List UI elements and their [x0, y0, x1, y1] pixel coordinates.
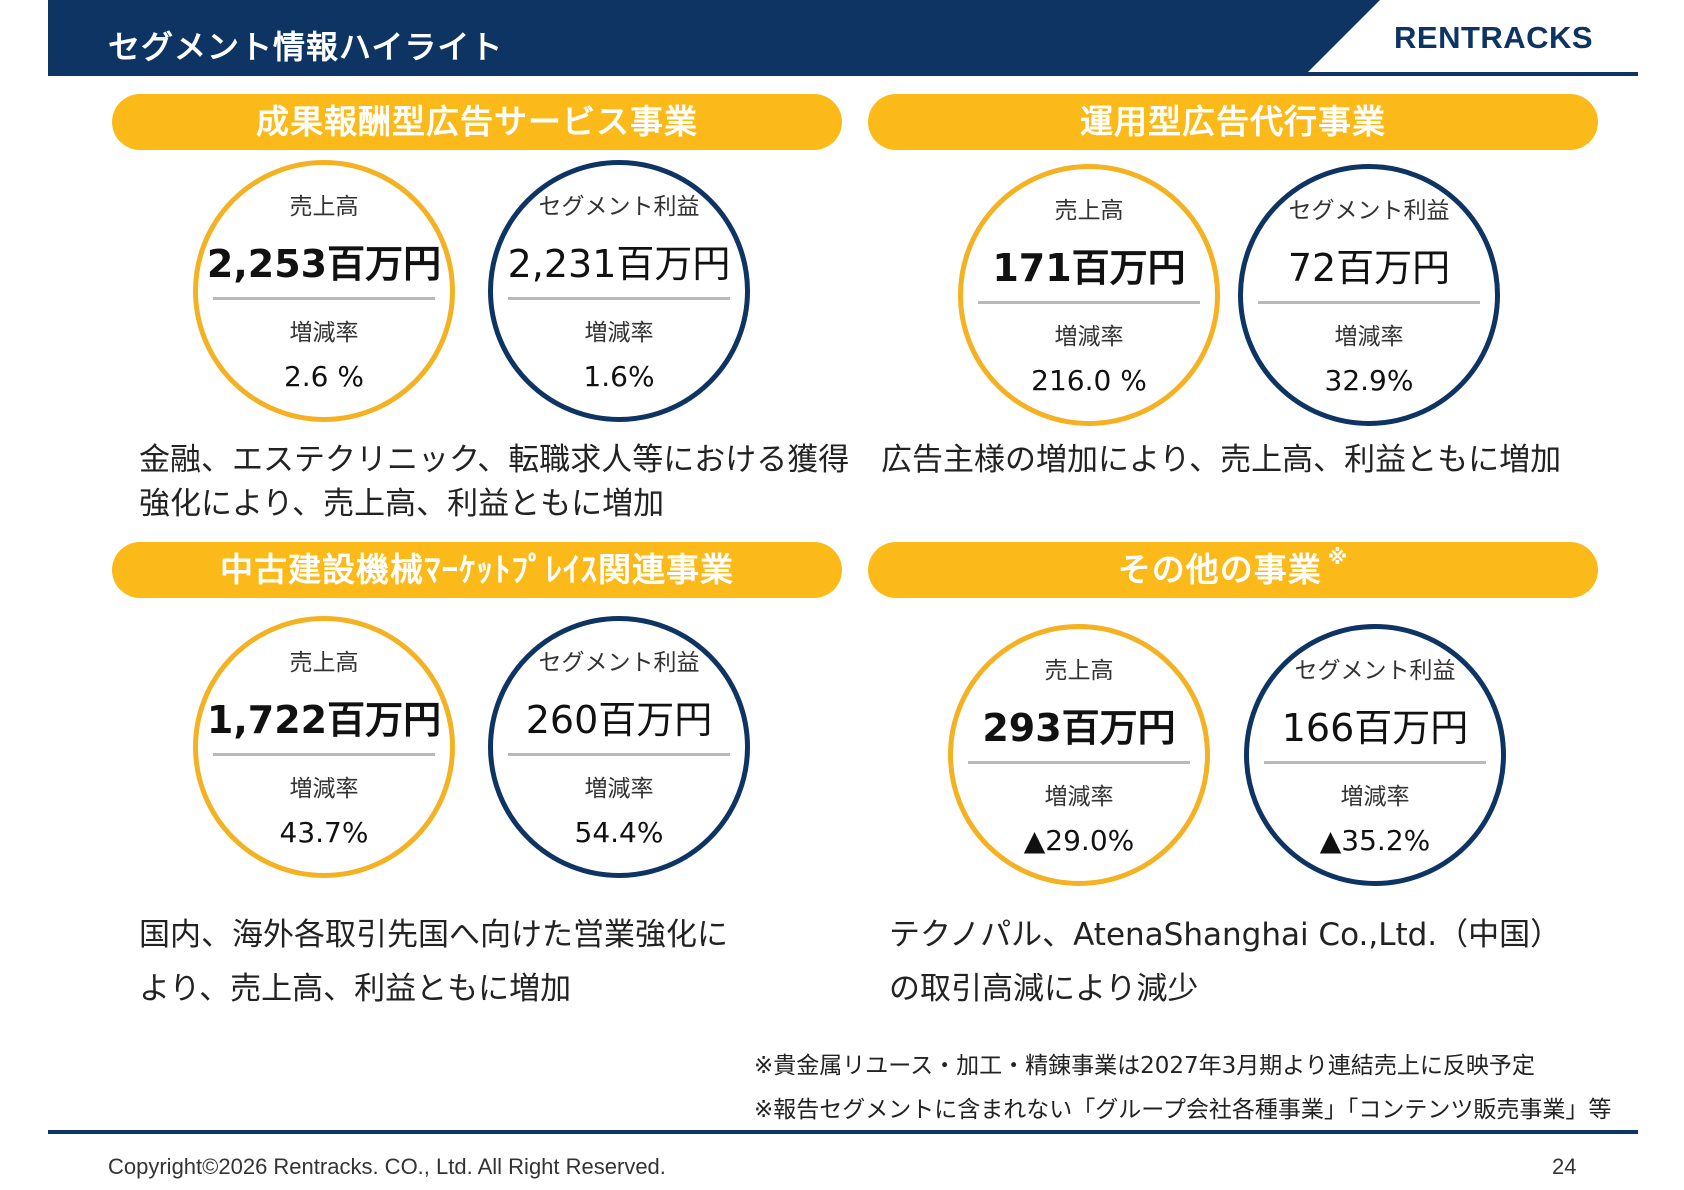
description-line: 広告主様の増加により、売上高、利益ともに増加 [881, 442, 1562, 478]
profit-label: セグメント利益 [1288, 198, 1450, 224]
segment-title-used-machinery: 中古建設機械ﾏｰｹｯﾄﾌﾟﾚｲｽ関連事業 [112, 542, 842, 598]
footnote: ※貴金属リユース・加工・精錬事業は2027年3月期より連結売上に反映予定 [754, 1053, 1535, 1079]
divider [213, 297, 435, 300]
sales-circle: 売上高 2,253百万円 増減率 2.6 % [193, 160, 455, 422]
footnote: ※報告セグメントに含まれない「グループ会社各種事業」「コンテンツ販売事業」等 [754, 1097, 1612, 1123]
divider [508, 753, 730, 756]
sales-label: 売上高 [1044, 658, 1114, 684]
profit-rate: 32.9% [1324, 364, 1414, 397]
description-line: 金融、エステクリニック、転職求人等における獲得 [139, 442, 850, 478]
sales-circle: 売上高 171百万円 増減率 216.0 % [958, 164, 1220, 426]
sales-value: 2,253百万円 [206, 242, 442, 286]
profit-circle: セグメント利益 2,231百万円 増減率 1.6% [488, 160, 750, 422]
page-number: 24 [1552, 1154, 1577, 1179]
sales-value: 293百万円 [982, 706, 1176, 750]
divider [978, 301, 1200, 304]
divider [1264, 761, 1486, 764]
rate-label: 増減率 [1340, 784, 1410, 810]
description-line: の取引高減により減少 [889, 971, 1199, 1007]
profit-label: セグメント利益 [538, 650, 700, 676]
sales-rate: 2.6 % [283, 360, 365, 393]
segment-description: 国内、海外各取引先国へ向けた営業強化に より、売上高、利益ともに増加 [139, 908, 728, 1016]
sales-label: 売上高 [1054, 198, 1124, 224]
profit-value: 72百万円 [1287, 246, 1451, 290]
sales-rate: ▲29.0% [1023, 824, 1135, 857]
profit-rate: 1.6% [583, 360, 655, 393]
footer-rule [48, 1130, 1638, 1134]
profit-label: セグメント利益 [538, 194, 700, 220]
description-line: より、売上高、利益ともに増加 [139, 971, 572, 1007]
sales-rate: 43.7% [279, 816, 369, 849]
rate-label: 増減率 [1044, 784, 1114, 810]
header-bar-slant [1304, 0, 1380, 76]
sales-label: 売上高 [289, 194, 359, 220]
segment-title-text: 成果報酬型広告サービス事業 [256, 102, 698, 141]
divider [213, 753, 435, 756]
description-line: 国内、海外各取引先国へ向けた営業強化に [139, 917, 728, 953]
header-bar [48, 0, 1304, 76]
divider [968, 761, 1190, 764]
rate-label: 増減率 [1334, 324, 1404, 350]
segment-title-other: その他の事業 ※ [868, 542, 1598, 598]
sales-label: 売上高 [289, 650, 359, 676]
profit-value: 2,231百万円 [507, 242, 731, 286]
sales-circle: 売上高 1,722百万円 増減率 43.7% [193, 616, 455, 878]
sales-circle: 売上高 293百万円 増減率 ▲29.0% [948, 624, 1210, 886]
rate-label: 増減率 [289, 776, 359, 802]
segment-title-text: 中古建設機械ﾏｰｹｯﾄﾌﾟﾚｲｽ関連事業 [220, 550, 734, 589]
copyright: Copyright©2026 Rentracks. CO., Ltd. All … [108, 1154, 666, 1179]
profit-rate: ▲35.2% [1319, 824, 1431, 857]
profit-label: セグメント利益 [1294, 658, 1456, 684]
header-rule [48, 72, 1638, 76]
profit-circle: セグメント利益 260百万円 増減率 54.4% [488, 616, 750, 878]
description-line: テクノパル、AtenaShanghai Co.,Ltd.（中国） [889, 917, 1562, 953]
segment-description: 金融、エステクリニック、転職求人等における獲得 強化により、売上高、利益ともに増… [139, 438, 849, 526]
rate-label: 増減率 [584, 320, 654, 346]
rate-label: 増減率 [1054, 324, 1124, 350]
sales-value: 171百万円 [992, 246, 1186, 290]
profit-rate: 54.4% [574, 816, 664, 849]
sales-rate: 216.0 % [1031, 364, 1147, 397]
segment-description: テクノパル、AtenaShanghai Co.,Ltd.（中国） の取引高減によ… [889, 908, 1561, 1016]
company-logo: RENTRACKS [1394, 20, 1594, 55]
rate-label: 増減率 [584, 776, 654, 802]
profit-circle: セグメント利益 166百万円 増減率 ▲35.2% [1244, 624, 1506, 886]
rate-label: 増減率 [289, 320, 359, 346]
footnote-mark: ※ [1327, 545, 1349, 569]
segment-description: 広告主様の増加により、売上高、利益ともに増加 [881, 438, 1561, 482]
profit-value: 260百万円 [525, 698, 713, 742]
sales-value: 1,722百万円 [206, 698, 442, 742]
description-line: 強化により、売上高、利益ともに増加 [139, 486, 665, 522]
profit-circle: セグメント利益 72百万円 増減率 32.9% [1238, 164, 1500, 426]
segment-title-text: その他の事業 [1117, 550, 1322, 589]
divider [1258, 301, 1480, 304]
page-title: セグメント情報ハイライト [108, 28, 504, 66]
profit-value: 166百万円 [1281, 706, 1469, 750]
segment-title-text: 運用型広告代行事業 [1080, 102, 1386, 141]
segment-title-performance-ads: 成果報酬型広告サービス事業 [112, 94, 842, 150]
segment-title-managed-ads: 運用型広告代行事業 [868, 94, 1598, 150]
divider [508, 297, 730, 300]
